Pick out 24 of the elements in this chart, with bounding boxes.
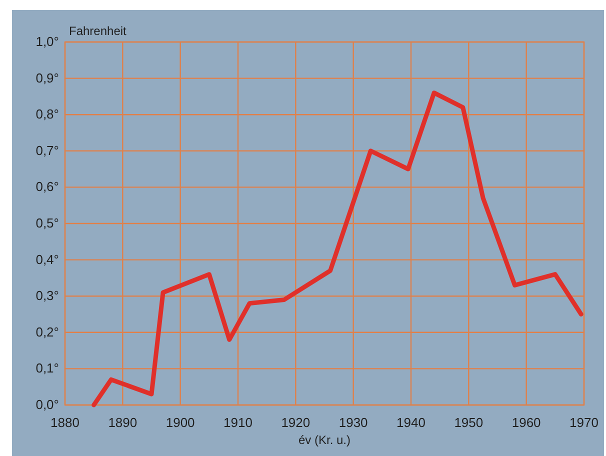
y-tick-label: 0,1° [36,360,59,376]
y-axis-title: Fahrenheit [69,24,128,38]
x-tick-label: 1970 [570,415,598,430]
x-tick-label: 1930 [338,415,368,430]
y-tick-label: 0,5° [36,216,59,230]
x-tick-label: 1920 [281,415,310,430]
x-tick-label: 1950 [454,415,484,430]
y-tick-label: 0,9° [36,70,59,86]
x-tick-label: 1910 [224,415,252,430]
x-tick-label: 1890 [108,415,138,430]
y-tick-label: 1,0° [36,34,59,49]
y-tick-label: 0,3° [36,288,59,304]
x-tick-label: 1960 [512,415,541,430]
y-tick-label: 0,0° [36,397,59,412]
x-tick-label: 1880 [50,415,80,430]
y-tick-label: 0,8° [36,106,59,122]
y-tick-label: 0,2° [36,324,59,340]
y-tick-label: 0,7° [36,142,59,158]
x-tick-label: 1900 [166,415,195,430]
x-tick-label: 1940 [396,415,426,430]
x-axis-title: év (Kr. u.) [298,433,351,447]
y-tick-label: 0,4° [36,252,59,267]
y-tick-label: 0,6° [36,179,59,194]
line-series [92,90,584,408]
